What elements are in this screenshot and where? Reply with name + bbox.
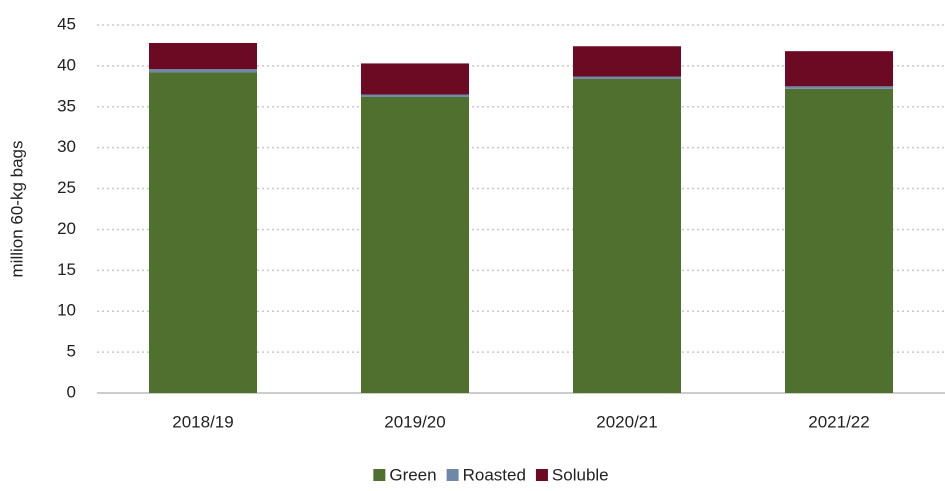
bar-segment (361, 94, 469, 97)
bar-segment (573, 46, 681, 77)
y-tick-label: 10 (57, 301, 76, 320)
y-axis-label: million 60-kg bags (7, 140, 26, 277)
legend-label: Roasted (463, 465, 526, 484)
bar-segment (785, 86, 893, 89)
bar-segment (361, 63, 469, 95)
x-tick-label: 2019/20 (384, 412, 445, 431)
bar-segment (573, 78, 681, 394)
y-tick-label: 45 (57, 14, 76, 33)
y-tick-label: 40 (57, 55, 76, 74)
bar-segment (149, 42, 257, 70)
legend-label: Soluble (552, 465, 609, 484)
y-tick-label: 15 (57, 260, 76, 279)
bar-segment (785, 88, 893, 393)
y-tick-label: 30 (57, 137, 76, 156)
y-tick-label: 25 (57, 178, 76, 197)
y-tick-label: 5 (67, 342, 76, 361)
y-tick-label: 0 (67, 382, 76, 401)
x-tick-label: 2021/22 (808, 412, 869, 431)
y-tick-label: 20 (57, 219, 76, 238)
bar-segment (361, 96, 469, 393)
legend-swatch (373, 469, 386, 481)
legend-swatch (535, 469, 548, 481)
x-tick-label: 2020/21 (596, 412, 657, 431)
legend-swatch (446, 469, 459, 481)
legend-label: Green (389, 465, 436, 484)
x-tick-label: 2018/19 (172, 412, 233, 431)
bar-segment (149, 69, 257, 73)
y-tick-label: 35 (57, 96, 76, 115)
bar-segment (573, 76, 681, 79)
bar-segment (785, 51, 893, 87)
bar-segment (149, 72, 257, 393)
